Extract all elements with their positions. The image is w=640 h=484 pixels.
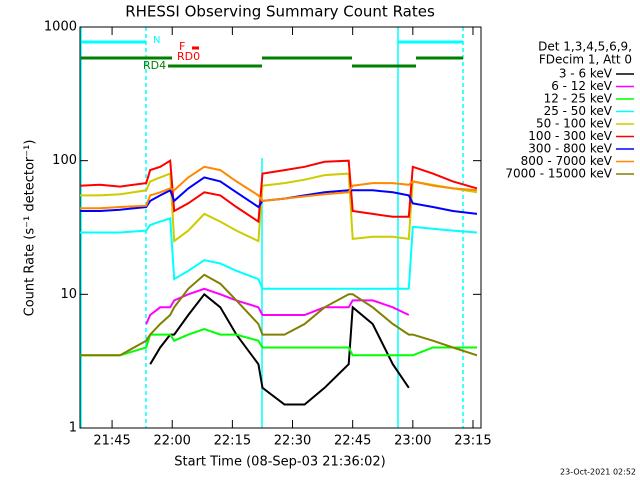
chart-title: RHESSI Observing Summary Count Rates <box>125 3 435 21</box>
legend-label: 800 - 7000 keV <box>521 154 613 168</box>
flag-label: N <box>153 35 160 46</box>
flag-label: RD4 <box>143 59 166 72</box>
x-tick-label: 23:15 <box>454 434 491 449</box>
flag-lines <box>80 27 464 428</box>
x-tick-label: 22:30 <box>274 434 311 449</box>
series-line <box>80 327 477 357</box>
series-line <box>149 292 410 406</box>
x-tick-label: 22:45 <box>334 434 371 449</box>
x-axis-label: Start Time (08-Sep-03 21:36:02) <box>174 455 385 470</box>
legend-label: 7000 - 15000 keV <box>505 167 612 181</box>
x-tick-label: 21:45 <box>93 434 130 449</box>
flag-label: F <box>179 40 185 53</box>
legend-label: 300 - 800 keV <box>528 142 612 156</box>
series-line <box>80 217 478 290</box>
series-line <box>80 172 478 244</box>
flag-label: RD0 <box>177 50 200 63</box>
y-tick-label: 1 <box>69 421 77 436</box>
x-tick-label: 22:00 <box>153 434 190 449</box>
series-line <box>80 273 478 357</box>
y-tick-label: 10 <box>60 287 77 302</box>
series-line <box>145 287 410 325</box>
legend-label: 3 - 6 keV <box>559 67 613 81</box>
series-line <box>80 165 478 210</box>
x-tick-label: 22:15 <box>214 434 251 449</box>
legend-label: 50 - 100 keV <box>536 117 613 131</box>
x-tick-label: 23:00 <box>394 434 431 449</box>
legend-label: 25 - 50 keV <box>544 104 613 118</box>
y-tick-label: 100 <box>52 153 77 168</box>
legend-header: Det 1,3,4,5,6,9, <box>538 40 632 54</box>
legend-label: 12 - 25 keV <box>544 92 613 106</box>
footer: 23-Oct-2021 02:52 <box>560 468 636 477</box>
y-axis-label: Count Rate (s⁻¹ detector⁻¹) <box>23 140 38 317</box>
series-line <box>80 176 478 215</box>
legend-label: 100 - 300 keV <box>528 129 612 143</box>
y-tick-label: 1000 <box>44 20 77 35</box>
legend-header: FDecim 1, Att 0 <box>539 53 632 67</box>
plot-frame <box>79 26 482 429</box>
legend-label: 6 - 12 keV <box>551 79 613 93</box>
